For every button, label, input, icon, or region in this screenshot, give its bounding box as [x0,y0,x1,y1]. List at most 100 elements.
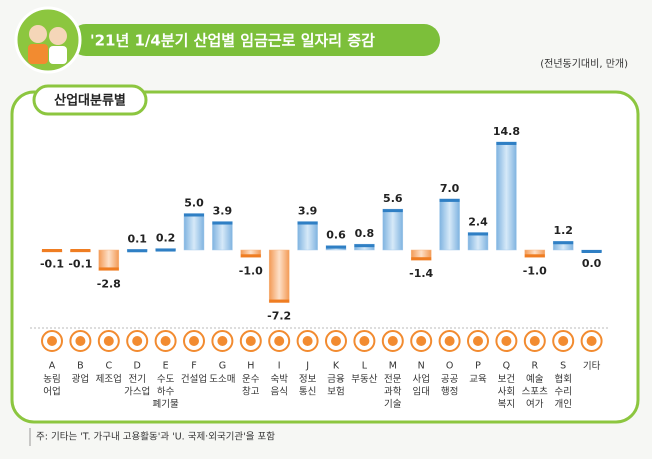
bar [297,221,318,251]
value-label: 3.9 [213,205,233,218]
value-label: -2.8 [97,277,121,290]
category-code: O [446,361,453,372]
category-label: 광업 [72,373,89,385]
section-tab [32,84,148,116]
category-label: 전문 과학 기술 [384,374,402,410]
bar [183,213,205,251]
bar-cap [240,254,261,258]
bar [439,198,460,251]
bar-cap [98,267,119,271]
unit-note: (전년동기대비, 만개) [540,58,628,70]
category-icon-inner [189,336,199,346]
category-icon-inner [359,336,370,346]
category-code: I [278,361,281,372]
category-label: 제조업 [96,373,122,385]
category-label: 금융 보험 [327,374,345,398]
value-label: -0.1 [68,258,92,271]
category-code: A [49,361,56,372]
title-icon-face [29,25,47,43]
category-label: 건설업 [181,373,207,385]
category-code: K [333,361,340,372]
category-label: 농림 어업 [43,373,60,398]
bar [496,141,517,251]
value-label: 0.8 [355,227,375,240]
bar-cap [297,221,318,225]
category-label: 사업 임대 [412,373,429,398]
bar-cap [184,213,204,217]
value-label: -1.4 [409,267,433,280]
category-icon-inner [75,336,86,346]
bar-cap [496,141,517,145]
bar-cap [269,299,290,303]
category-label: 기타 [583,361,601,372]
bar-cap [581,250,602,253]
category-code: F [191,361,196,372]
category-icon-inner [132,336,143,346]
category-icon-inner [274,336,285,346]
bar-cap [326,245,346,249]
category-icon-inner [47,336,57,346]
bar [268,249,290,303]
value-label: -7.2 [267,310,291,323]
category-code: G [219,361,226,372]
category-code: Q [503,361,510,372]
title-bar [70,24,440,56]
bar-cap [439,198,460,202]
category-label: 협회 수리 개인 [554,373,571,410]
category-icon-inner [302,336,313,346]
category-label: 교육 [469,374,487,385]
category-icon-inner [245,336,256,346]
value-label: 0.1 [127,232,147,245]
bar-cap [127,249,148,253]
category-label: 부동산 [351,374,377,385]
category-icon-inner [103,336,114,346]
bar-cap [42,249,62,252]
bar [382,208,404,251]
section-label: 산업대분류별 [54,93,126,109]
bar-cap [212,221,233,225]
value-label: -1.0 [239,264,263,277]
category-icon-inner [331,336,341,346]
value-label: 0.0 [582,257,602,270]
category-code: D [134,361,141,372]
category-label: 전기 가스업 [124,374,150,398]
title-icon-face [49,27,67,45]
bar-cap [155,248,176,252]
category-icon-inner [416,336,427,346]
value-label: 2.4 [468,215,488,228]
chart-title: '21년 1/4분기 산업별 임금근로 일자리 증감 [90,32,375,50]
title-icon-body [28,44,48,64]
category-label: 운수 창고 [242,374,260,398]
category-code: B [77,361,84,372]
category-icon-inner [217,336,228,346]
category-label: 공공 행정 [441,374,459,398]
category-icon-inner [558,336,569,346]
category-label: 정보 통신 [299,374,317,398]
bar-cap [524,254,545,258]
footnote: 주: 기타는 'T. 가구내 고용활동'과 'U. 국제·외국기관'을 포함 [36,431,275,443]
category-icon-inner [387,336,398,346]
bar-cap [553,241,574,245]
category-code: J [305,361,309,372]
category-code: S [560,361,566,372]
category-icon-inner [586,336,597,346]
category-icon-inner [473,336,483,346]
category-label: 예술 스포츠 여가 [522,374,548,410]
value-label: -1.0 [523,264,547,277]
category-code: E [163,361,169,372]
value-label: 5.6 [383,192,403,205]
bar [98,249,120,271]
category-label: 보건 사회 복지 [498,374,515,410]
category-code: R [531,361,538,372]
value-label: 14.8 [493,125,520,138]
category-code: L [362,361,368,372]
value-label: 3.9 [298,205,318,218]
value-label: 0.2 [156,232,176,245]
category-code: C [105,361,112,372]
category-code: N [418,361,425,372]
title-icon-body [49,46,67,64]
value-label: 0.6 [326,229,346,242]
value-label: 1.2 [553,224,573,237]
category-icon-inner [160,336,171,346]
